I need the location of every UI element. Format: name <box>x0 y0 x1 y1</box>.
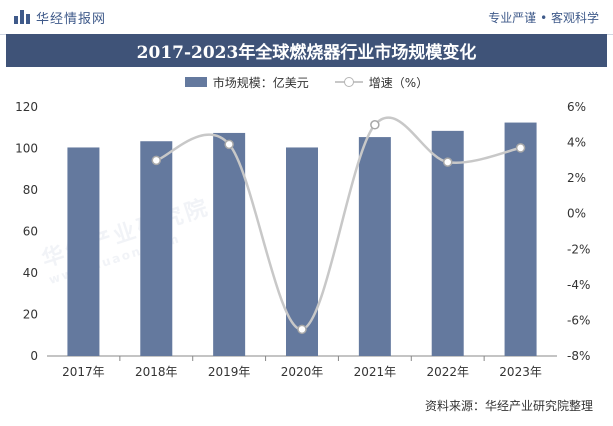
left-tick-label: 60 <box>23 225 38 239</box>
growth-point-2022年 <box>442 157 453 167</box>
growth-point-2021年 <box>370 120 380 130</box>
source-note: 资料来源：华经产业研究院整理 <box>424 399 593 413</box>
legend-line-swatch <box>334 77 363 87</box>
growth-point-2018年 <box>151 155 162 166</box>
legend-item-line: 增速（%） <box>334 74 429 91</box>
right-tick-label: 0% <box>567 207 586 221</box>
bar-2022年 <box>431 130 464 356</box>
bar-2018年 <box>140 141 173 356</box>
right-tick-label: -8% <box>567 349 590 363</box>
right-tick-label: 6% <box>567 100 586 114</box>
bar-2021年 <box>358 137 391 356</box>
x-tick-label: 2018年 <box>135 365 178 379</box>
bar-2017年 <box>67 147 100 356</box>
bar-2019年 <box>213 132 246 356</box>
legend-bar-label: 市场规模：亿美元 <box>212 75 309 90</box>
right-tick-label: -2% <box>567 242 590 256</box>
legend-line-label: 增速（%） <box>368 75 429 90</box>
brand-name: 华经情报网 <box>36 11 107 27</box>
left-tick-label: 0 <box>30 349 38 363</box>
right-tick-label: -6% <box>567 313 590 327</box>
x-tick-label: 2022年 <box>426 365 469 379</box>
right-tick-label: 4% <box>567 136 586 150</box>
growth-point-2019年 <box>224 139 234 150</box>
left-tick-label: 80 <box>23 183 38 197</box>
growth-point-2023年 <box>515 143 526 153</box>
x-tick-label: 2020年 <box>281 365 324 379</box>
growth-point-2020年 <box>297 324 307 335</box>
brand: 华经情报网 <box>14 8 107 27</box>
right-tick-label: 2% <box>567 171 586 185</box>
left-tick-label: 100 <box>15 142 38 156</box>
x-tick-label: 2021年 <box>354 365 397 379</box>
right-tick-label: -4% <box>567 278 590 292</box>
chart-title: 2017-2023年全球燃烧器行业市场规模变化 <box>136 43 477 63</box>
tagline: 专业严谨 • 客观科学 <box>488 11 599 25</box>
left-tick-label: 120 <box>15 100 38 114</box>
brand-logo-icon <box>14 10 30 24</box>
legend-bar-swatch <box>184 77 207 87</box>
chart-legend: 市场规模：亿美元 增速（%） <box>0 73 613 91</box>
bar-2023年 <box>504 122 537 356</box>
left-tick-label: 20 <box>23 308 38 322</box>
x-tick-label: 2017年 <box>62 365 105 379</box>
x-tick-label: 2019年 <box>208 365 251 379</box>
chart-title-bar: 2017-2023年全球燃烧器行业市场规模变化 <box>6 34 607 67</box>
left-tick-label: 40 <box>23 266 38 280</box>
x-tick-label: 2023年 <box>499 365 542 379</box>
legend-item-bar: 市场规模：亿美元 <box>184 74 309 91</box>
growth-line <box>155 116 521 331</box>
